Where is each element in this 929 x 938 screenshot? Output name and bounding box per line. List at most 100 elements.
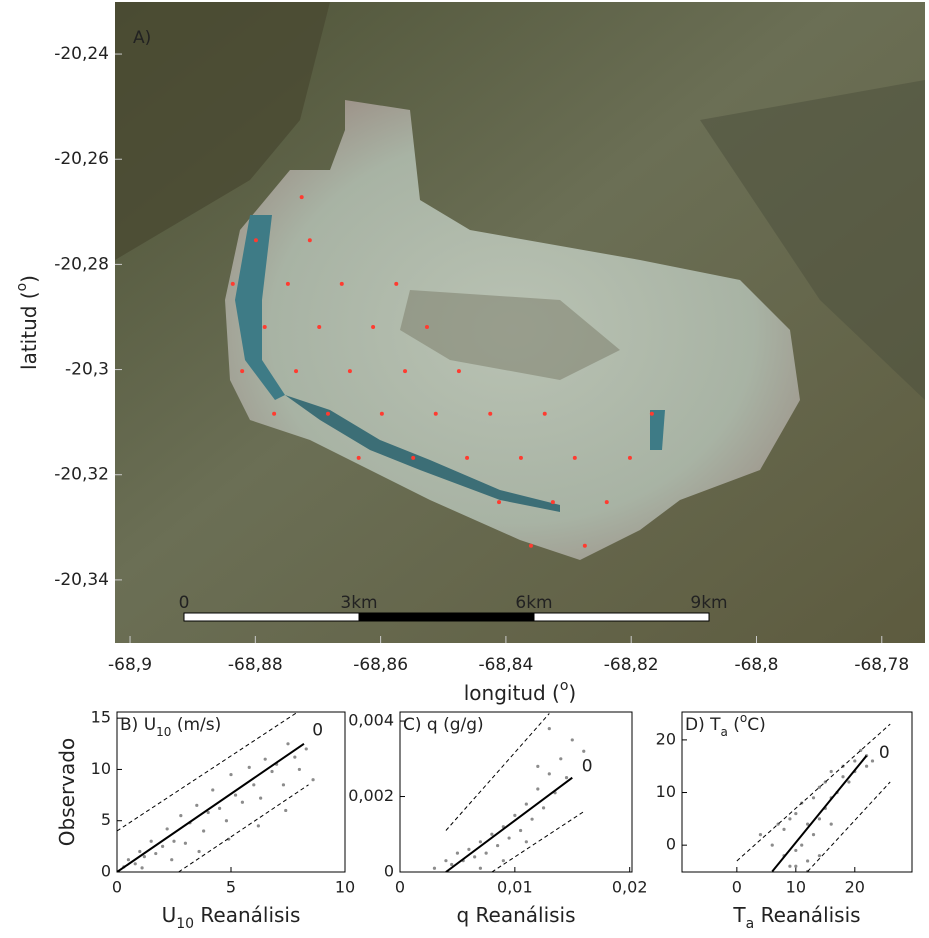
scatter-point	[565, 776, 568, 779]
sample-point	[263, 325, 267, 329]
x-tick-label: 10	[335, 878, 355, 897]
scatter-point	[536, 765, 539, 768]
scatter-point	[502, 859, 505, 862]
scatter-point	[234, 793, 237, 796]
scatter-point	[479, 867, 482, 870]
x-axis-label-part: o	[560, 678, 569, 694]
scatter-point	[467, 848, 470, 851]
scale-bar-segment	[534, 613, 709, 621]
satellite-image: A)	[115, 2, 925, 643]
scatter-point	[444, 859, 447, 862]
scatter-point	[293, 756, 296, 759]
sample-point	[457, 369, 461, 373]
scatter-point	[433, 867, 436, 870]
x-tick-label: 0,02	[612, 878, 648, 897]
scatter-point	[211, 788, 214, 791]
panel-label: A)	[133, 28, 151, 48]
y-tick-label: -20,26	[54, 149, 109, 169]
y-axis-label: latitud (o)	[14, 275, 41, 370]
scatter-point	[847, 780, 850, 783]
sample-point	[294, 369, 298, 373]
y-tick-label: -20,28	[54, 254, 109, 274]
y-tick-label: -20,34	[54, 570, 109, 590]
scatter-point	[197, 850, 200, 853]
scatter-point	[264, 758, 267, 761]
plot-area	[682, 712, 912, 872]
scatter-point	[490, 833, 493, 836]
scatter-point	[788, 817, 791, 820]
scatter-point	[259, 797, 262, 800]
scatter-point	[450, 863, 453, 866]
scatter-point	[127, 858, 130, 861]
sample-point	[434, 412, 438, 416]
sample-point	[465, 456, 469, 460]
sample-point	[394, 282, 398, 286]
scale-bar-label: 0	[179, 593, 190, 613]
line-label: 0	[582, 756, 593, 776]
scatter-point	[298, 768, 301, 771]
panel-title-part: o	[740, 711, 747, 725]
scatter-point	[830, 770, 833, 773]
scatter-point	[202, 829, 205, 832]
scatter-point	[812, 833, 815, 836]
sample-point	[543, 412, 547, 416]
y-axis-label-part: o	[14, 283, 30, 292]
scatter-point	[284, 809, 287, 812]
scatter-point	[496, 844, 499, 847]
y-axis-label: Observado	[55, 738, 79, 846]
x-tick-label: 20	[845, 878, 865, 897]
scatter-point	[519, 829, 522, 832]
scale-bar-label: 6km	[515, 593, 552, 613]
scatter-point	[252, 783, 255, 786]
scatter-point	[241, 801, 244, 804]
scatter-point	[794, 865, 797, 868]
plot-area	[400, 712, 632, 872]
sample-point	[403, 369, 407, 373]
scatter-point	[248, 766, 251, 769]
scatter-point	[818, 817, 821, 820]
scatter-point	[179, 814, 182, 817]
scatter-point	[479, 840, 482, 843]
x-tick-label: -68,86	[353, 655, 408, 675]
sample-point	[529, 544, 533, 548]
scatter-point	[229, 773, 232, 776]
y-tick-label: 0	[666, 835, 676, 854]
scatter-point	[536, 787, 539, 790]
y-tick-label: 0,002	[348, 786, 394, 805]
x-axis-label-part: Reanálisis	[754, 903, 860, 927]
scatter-point	[456, 852, 459, 855]
sample-point	[380, 412, 384, 416]
panel-title-part: (m/s)	[171, 715, 221, 735]
scatter-point	[806, 859, 809, 862]
x-axis-label-part: q Reanálisis	[456, 903, 575, 927]
panel-title: B) U10 (m/s)	[120, 715, 221, 739]
scatter-point	[473, 855, 476, 858]
x-axis-label-part: a	[746, 916, 755, 932]
scatter-point	[548, 727, 551, 730]
x-axis-label-part: Reanálisis	[194, 903, 300, 927]
sample-point	[650, 412, 654, 416]
scale-bar-label: 3km	[340, 593, 377, 613]
sample-point	[488, 412, 492, 416]
sample-point	[308, 238, 312, 242]
scatter-point	[150, 840, 153, 843]
y-tick-label: 10	[656, 782, 676, 801]
sample-point	[254, 238, 258, 242]
x-tick-label: 0,01	[497, 878, 533, 897]
x-tick-label: -68,84	[478, 655, 533, 675]
y-tick-label: 0	[101, 862, 111, 881]
scatter-point	[257, 824, 260, 827]
x-axis-label-part: 10	[176, 916, 194, 932]
x-axis-label: longitud (o)	[464, 678, 576, 705]
y-tick-label: 10	[91, 759, 111, 778]
scatter-point	[865, 765, 868, 768]
sample-point	[340, 282, 344, 286]
sample-point	[573, 456, 577, 460]
scatter-point	[172, 840, 175, 843]
x-axis-label-part: U	[162, 903, 177, 927]
x-tick-label: -68,8	[734, 655, 778, 675]
sample-point	[272, 412, 276, 416]
scatter-point	[548, 772, 551, 775]
x-axis-label: Ta Reanálisis	[732, 903, 860, 933]
sample-point	[425, 325, 429, 329]
